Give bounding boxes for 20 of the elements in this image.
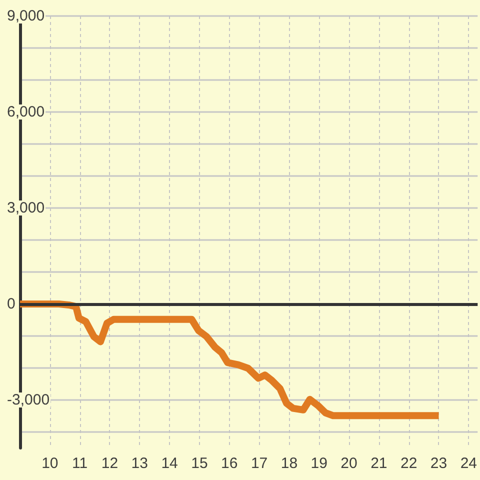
x-tick-label: 20 (340, 455, 358, 472)
x-tick-label: 15 (191, 455, 208, 472)
x-tick-label: 21 (370, 455, 388, 472)
y-tick-label: -3,000 (7, 392, 50, 408)
x-tick-label: 16 (221, 455, 238, 472)
x-tick-label: 14 (161, 455, 178, 472)
y-tick-label: 0 (7, 296, 16, 312)
y-tick-label: 3,000 (7, 200, 45, 216)
x-tick-label: 13 (131, 455, 148, 472)
x-tick-label: 24 (460, 455, 477, 472)
x-tick-label: 18 (280, 455, 298, 472)
x-tick-label: 22 (400, 455, 418, 472)
x-tick-label: 19 (310, 455, 328, 472)
x-tick-label: 11 (72, 455, 88, 472)
x-tick-label: 17 (250, 455, 268, 472)
y-tick-label: 9,000 (7, 8, 45, 24)
x-tick-label: 12 (101, 455, 118, 472)
y-tick-label: 6,000 (7, 104, 45, 120)
x-tick-label: 10 (42, 455, 58, 472)
x-tick-label: 23 (430, 455, 448, 472)
